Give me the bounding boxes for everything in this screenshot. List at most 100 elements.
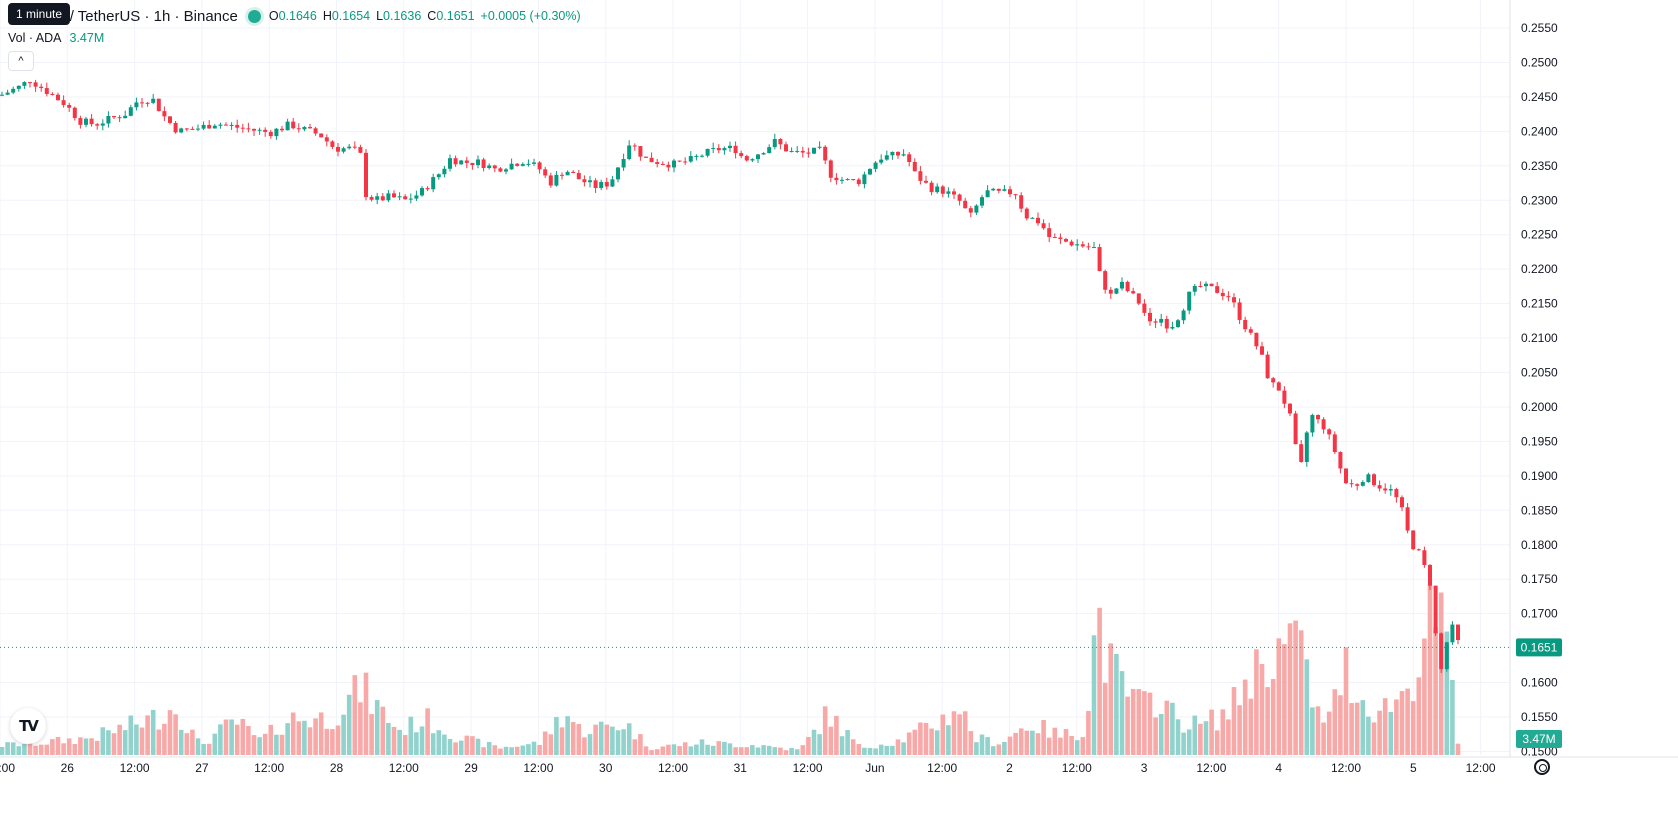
volume-bar (895, 739, 901, 755)
volume-bar (766, 745, 772, 755)
chevron-up-icon[interactable]: ^ (8, 51, 34, 71)
candle-body (1254, 332, 1259, 347)
candle-body (280, 128, 284, 131)
gear-icon[interactable] (1534, 759, 1550, 775)
candle-body (621, 159, 626, 168)
volume-bar (279, 734, 285, 755)
volume-bar (470, 736, 475, 755)
candle-body (420, 188, 424, 196)
candle-body (716, 148, 721, 151)
candle-body (873, 162, 878, 169)
candle-body (1372, 474, 1376, 486)
volume-bar (419, 726, 425, 755)
candle-body (543, 169, 548, 176)
volume-bar (1321, 722, 1326, 755)
volume-bar (262, 733, 268, 755)
volume-bar (806, 736, 811, 755)
candle-body (632, 145, 637, 147)
volume-bar (391, 726, 397, 755)
volume-bar (839, 736, 845, 755)
interval-tooltip: 1 minute (8, 3, 71, 25)
candle-body (168, 116, 172, 123)
candle-body (313, 128, 318, 134)
candle-body (1008, 189, 1012, 195)
volume-bar (1416, 677, 1422, 755)
y-tick-label: 0.2550 (1521, 21, 1558, 35)
volume-bar (296, 721, 302, 755)
volume-bar (1136, 689, 1142, 755)
candle-body (1265, 354, 1270, 379)
candle-body (442, 168, 447, 175)
volume-bar (33, 745, 38, 755)
volume-bar (761, 745, 766, 755)
low-value: 0.1636 (383, 9, 422, 23)
candle-body (95, 124, 100, 126)
volume-bar (1125, 696, 1130, 755)
volume-bar (979, 734, 985, 755)
candle-body (974, 205, 979, 213)
volume-bar (990, 746, 996, 755)
volume-bar (313, 718, 318, 755)
y-tick-label: 0.1950 (1521, 434, 1558, 448)
x-tick-label: 28 (330, 761, 344, 775)
volume-bar (688, 746, 694, 755)
y-tick-label: 0.1550 (1521, 710, 1558, 724)
y-tick-label: 0.2200 (1521, 262, 1558, 276)
candle-body (980, 197, 984, 206)
volume-bar (845, 730, 850, 755)
volume-bar (509, 747, 514, 755)
candle-body (660, 163, 665, 165)
y-tick-label: 0.1800 (1521, 538, 1558, 552)
x-tick-label: 31 (734, 761, 748, 775)
volume-bar (1097, 607, 1102, 755)
candle-body (218, 124, 223, 126)
volume-bar (173, 714, 178, 755)
candle-body (89, 118, 94, 125)
candle-body (224, 124, 228, 126)
volume-bar (162, 723, 167, 755)
volume-bar (66, 738, 72, 755)
candle-body (1226, 296, 1231, 298)
candle-body (1304, 432, 1309, 462)
x-tick-label: 2 (1006, 761, 1013, 775)
tradingview-logo-icon[interactable]: TV (10, 708, 46, 744)
volume-bar (1192, 715, 1198, 755)
candle-body (156, 98, 161, 112)
candle-body (207, 124, 212, 129)
candle-body (756, 154, 760, 160)
volume-bar (218, 724, 223, 755)
volume-bar (548, 734, 554, 755)
volume-bar (800, 745, 806, 755)
candle-body (1332, 434, 1337, 453)
candle-body (722, 148, 727, 151)
volume-bar (1248, 698, 1254, 755)
volume-bar (503, 746, 509, 755)
volume-bar (268, 724, 274, 755)
volume-bar (89, 738, 94, 755)
candle-body (341, 148, 346, 152)
x-tick-label: 30 (599, 761, 613, 775)
volume-bar (1298, 630, 1304, 755)
candle-body (907, 154, 912, 162)
candle-body (67, 104, 72, 108)
volume-bar (1102, 682, 1108, 755)
volume-bar (968, 731, 974, 755)
candle-body (5, 92, 10, 95)
volume-bar (318, 712, 324, 755)
volume-bar (374, 700, 380, 755)
candle-body (1108, 289, 1113, 294)
volume-label[interactable]: Vol · ADA (8, 31, 62, 45)
candle-body (593, 180, 598, 188)
candle-body (16, 85, 21, 89)
volume-bar (974, 742, 979, 755)
volume-bar (1371, 722, 1377, 755)
candle-body (560, 174, 564, 176)
candle-body (1366, 474, 1371, 483)
volume-bar (498, 748, 503, 755)
candle-body (392, 193, 396, 198)
y-tick-label: 0.2050 (1521, 366, 1558, 380)
candle-body (1204, 283, 1208, 287)
status-dot-icon (247, 9, 261, 23)
volume-bar (621, 729, 626, 755)
